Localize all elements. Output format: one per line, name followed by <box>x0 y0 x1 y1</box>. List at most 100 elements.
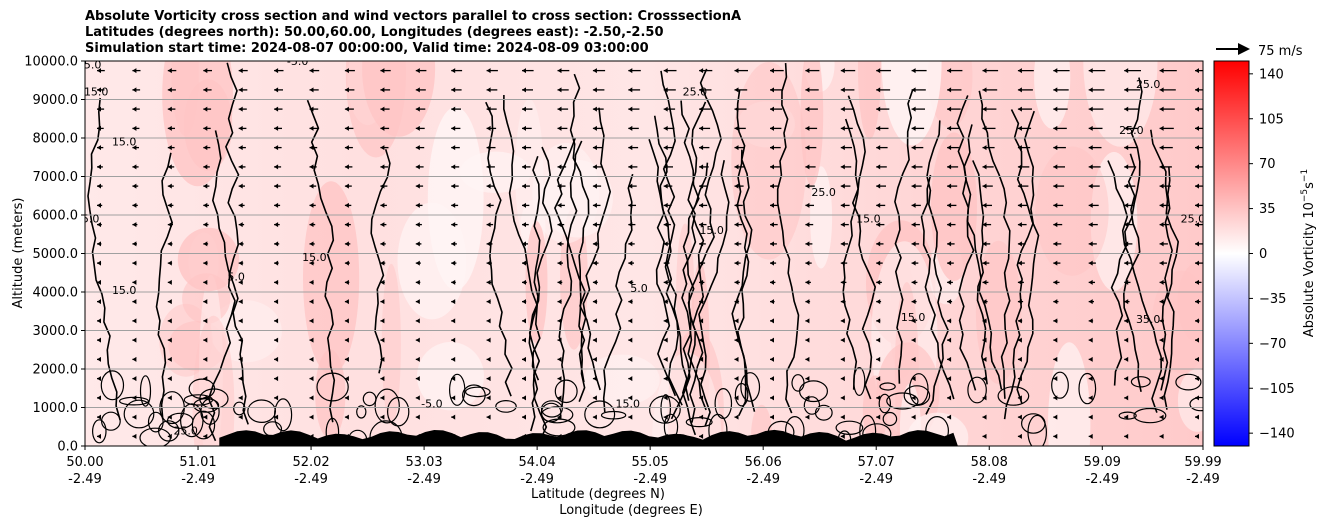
wind-vector-head <box>238 260 243 266</box>
wind-vector-head <box>1053 318 1058 324</box>
wind-vector-head <box>734 414 739 420</box>
wind-vector-head <box>1088 279 1093 285</box>
wind-vector-head <box>557 68 562 74</box>
wind-vector-head <box>1088 183 1093 189</box>
wind-vector-head <box>911 279 916 285</box>
colorbar-tick-label: −35 <box>1259 292 1286 307</box>
wind-vector-head <box>132 356 137 362</box>
wind-vector-head <box>1159 222 1164 228</box>
wind-vector-head <box>132 183 137 189</box>
wind-vector-head <box>1088 395 1093 401</box>
x-tick-label-lon: -2.49 <box>181 472 215 487</box>
y-tick-label: 9000.0 <box>33 93 79 108</box>
wind-vector-head <box>876 183 881 189</box>
wind-vector-head <box>628 68 633 74</box>
wind-vector-head <box>274 222 279 228</box>
wind-vector-head <box>1195 260 1199 266</box>
wind-vector-head <box>1088 414 1093 420</box>
wind-vector-head <box>1159 376 1164 382</box>
wind-vector-head <box>947 260 952 266</box>
wind-vector-head <box>274 337 279 343</box>
wind-vector-head <box>699 87 704 93</box>
contour-line <box>698 160 730 427</box>
contour-line <box>157 420 180 442</box>
wind-vector-head <box>876 356 881 362</box>
wind-vector-head <box>274 414 279 420</box>
wind-vector-head <box>344 414 349 420</box>
contour-line <box>1051 371 1069 399</box>
contour-line <box>183 394 214 406</box>
colorbar-tick-label: −70 <box>1259 337 1286 352</box>
wind-vector-head <box>770 125 774 131</box>
wind-vector-head <box>557 164 562 170</box>
wind-vector-head <box>415 337 420 343</box>
colorbar-label: Absolute Vorticity 10−5s−1 <box>1300 169 1317 337</box>
wind-vector-head <box>238 279 243 285</box>
wind-vector-head <box>805 356 810 362</box>
wind-vector-head <box>238 337 243 343</box>
wind-vector-head <box>663 299 668 305</box>
wind-vector-head <box>628 145 633 151</box>
wind-vector-head <box>167 356 172 362</box>
wind-vector-head <box>238 68 243 74</box>
wind-vector-head <box>274 68 279 74</box>
wind-vector-head <box>840 68 845 74</box>
wind-vector-head <box>522 337 526 343</box>
wind-vector-head <box>982 106 987 112</box>
wind-vector-head <box>734 337 739 343</box>
wind-vector-head <box>1159 87 1164 93</box>
wind-vector-head <box>699 241 704 247</box>
wind-vector-head <box>344 279 349 285</box>
wind-vector-head <box>1017 337 1022 343</box>
wind-vector-head <box>97 376 101 382</box>
wind-vector-head <box>911 106 916 112</box>
wind-vector-head <box>380 145 385 151</box>
wind-vector-head <box>663 106 668 112</box>
wind-vector-head <box>309 414 314 420</box>
vorticity-patch <box>417 342 484 411</box>
wind-vector-head <box>274 279 279 285</box>
wind-vector-head <box>1124 202 1129 208</box>
wind-vector-head <box>344 241 349 247</box>
wind-vector-head <box>522 414 526 420</box>
wind-vector-head <box>1017 202 1022 208</box>
wind-vector-head <box>557 260 562 266</box>
colorbar-tick-label: 35 <box>1259 202 1276 217</box>
wind-vector-head <box>592 183 597 189</box>
wind-vector-head <box>699 337 704 343</box>
vorticity-patches <box>159 61 1203 446</box>
wind-vector-head <box>522 318 526 324</box>
wind-vector-head <box>770 414 774 420</box>
wind-vector-head <box>876 241 881 247</box>
wind-vector-head <box>982 414 987 420</box>
wind-vector-head <box>840 164 845 170</box>
wind-vector-head <box>628 202 633 208</box>
wind-vector-head <box>451 318 456 324</box>
wind-vector-head <box>309 222 314 228</box>
y-tick-label: 7000.0 <box>33 170 79 185</box>
wind-vector-head <box>982 183 987 189</box>
wind-vector-head <box>451 87 456 93</box>
colorbar-gradient <box>1213 60 1250 447</box>
wind-vector-head <box>380 279 385 285</box>
contour-line <box>649 395 681 424</box>
colorbar: 140 105 70 35 0 −35 −70 −105 −140 Absolute Vorti… <box>1213 60 1317 447</box>
wind-vector-head <box>734 145 739 151</box>
wind-vector-head <box>132 68 137 74</box>
wind-vector-head <box>911 241 916 247</box>
wind-vector-head <box>805 125 810 131</box>
chart-title: Absolute Vorticity cross section and win… <box>85 9 741 57</box>
wind-vector-head <box>770 145 774 151</box>
wind-vector-head <box>663 318 668 324</box>
contour-line <box>648 138 683 406</box>
contour-line <box>495 400 517 413</box>
wind-vector-head <box>770 299 774 305</box>
wind-vector-head <box>982 376 987 382</box>
vorticity-patch <box>975 240 1022 384</box>
wind-vector-head <box>805 337 810 343</box>
wind-vector-head <box>876 164 881 170</box>
wind-vector-head <box>451 241 456 247</box>
wind-vector-head <box>451 279 456 285</box>
wind-vector-head <box>982 202 987 208</box>
contour-line <box>100 411 121 431</box>
